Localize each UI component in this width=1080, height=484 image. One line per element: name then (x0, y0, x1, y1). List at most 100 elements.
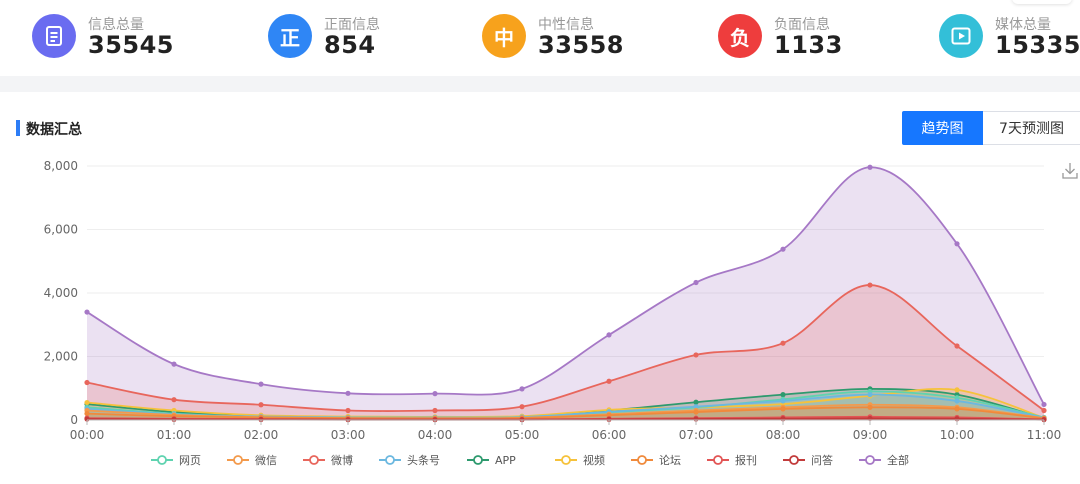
data-point[interactable] (519, 386, 525, 392)
data-point[interactable] (606, 416, 612, 422)
data-point[interactable] (1041, 401, 1047, 408)
data-point[interactable] (780, 246, 786, 252)
stat-label: 媒体总量 (995, 17, 1051, 33)
legend-item[interactable]: 报刊 (707, 453, 757, 467)
data-point[interactable] (780, 392, 786, 398)
stat-label: 正面信息 (324, 17, 380, 33)
data-point[interactable] (693, 404, 699, 410)
y-tick-label: 4,000 (44, 286, 78, 300)
data-point[interactable] (258, 402, 264, 408)
top-right-tab (1012, 0, 1072, 4)
series-area (87, 285, 1044, 420)
data-point[interactable] (171, 397, 177, 403)
legend-marker (233, 455, 243, 465)
data-point[interactable] (171, 361, 177, 367)
data-point[interactable] (693, 399, 699, 405)
series-area (87, 394, 1044, 420)
data-point[interactable] (867, 392, 873, 398)
data-point[interactable] (867, 164, 873, 170)
data-point[interactable] (84, 309, 90, 315)
view-toggle: 趋势图 7天预测图 (902, 111, 1080, 145)
data-point[interactable] (432, 407, 438, 414)
section-divider (0, 76, 1080, 92)
legend-label: 网页 (179, 454, 201, 467)
data-point[interactable] (432, 391, 438, 397)
data-point[interactable] (780, 340, 786, 346)
x-tick-label: 02:00 (244, 428, 279, 442)
stat-value: 854 (324, 31, 376, 59)
legend-item[interactable]: 网页 (151, 454, 201, 467)
data-point[interactable] (606, 332, 612, 338)
x-tick-label: 01:00 (157, 428, 192, 442)
legend-label: 全部 (887, 453, 909, 467)
legend-marker (789, 455, 799, 465)
data-point[interactable] (954, 241, 960, 247)
summary-panel: 数据汇总 趋势图 7天预测图 0 2,000 4,000 6,000 8,000 00:0… (0, 92, 1080, 484)
tab-7day-forecast[interactable]: 7天预测图 (983, 111, 1080, 145)
y-tick-label: 6,000 (44, 223, 78, 237)
series-line (86, 284, 1045, 412)
data-point[interactable] (519, 404, 525, 410)
data-point[interactable] (954, 343, 960, 349)
data-point[interactable] (780, 398, 786, 404)
legend-item[interactable]: APP (467, 454, 516, 467)
data-point[interactable] (867, 404, 873, 410)
legend-marker (473, 455, 483, 465)
x-tick-label: 06:00 (592, 428, 627, 442)
positive-icon: 正 (268, 14, 312, 58)
legend-item[interactable]: 微信 (227, 453, 277, 467)
data-point[interactable] (1041, 407, 1047, 414)
data-point[interactable] (258, 381, 264, 387)
data-point[interactable] (606, 378, 612, 384)
data-point[interactable] (171, 416, 177, 422)
legend-label: 论坛 (659, 453, 681, 467)
x-tick-label: 07:00 (679, 428, 714, 442)
x-tick-label: 11:00 (1027, 428, 1062, 442)
data-point[interactable] (954, 387, 960, 393)
play-icon (939, 14, 983, 58)
data-point[interactable] (84, 379, 90, 386)
data-point[interactable] (345, 407, 351, 414)
legend-item[interactable]: 全部 (859, 453, 909, 467)
legend-item[interactable]: 视频 (555, 453, 605, 467)
legend-item[interactable]: 问答 (783, 453, 833, 467)
data-point[interactable] (867, 282, 873, 288)
tab-trend[interactable]: 趋势图 (902, 111, 983, 145)
x-tick-label: 03:00 (331, 428, 366, 442)
legend-label: 头条号 (407, 453, 440, 467)
legend-label: 微信 (255, 453, 277, 467)
x-tick-label: 09:00 (853, 428, 888, 442)
data-point[interactable] (693, 279, 699, 286)
stat-value: 35545 (88, 31, 174, 59)
stat-value: 15335 (995, 31, 1080, 59)
y-tick-label: 2,000 (44, 350, 78, 364)
series-line (86, 406, 1045, 420)
data-point[interactable] (693, 409, 699, 415)
y-tick-label: 0 (70, 413, 78, 427)
legend-item[interactable]: 微博 (303, 453, 353, 467)
series-area (87, 388, 1044, 420)
negative-icon: 负 (718, 14, 762, 58)
legend-item[interactable]: 头条号 (379, 453, 440, 467)
data-point[interactable] (84, 399, 90, 406)
trend-chart: 0 2,000 4,000 6,000 8,000 00:00 01:00 02:00 03:0… (44, 159, 1062, 467)
legend-label: 视频 (583, 453, 605, 467)
legend-marker (385, 455, 395, 465)
stat-label: 中性信息 (538, 17, 594, 33)
data-point[interactable] (345, 390, 351, 396)
legend-marker (713, 455, 723, 465)
download-icon[interactable] (1062, 162, 1078, 180)
document-icon (32, 14, 76, 58)
stat-value: 33558 (538, 31, 624, 59)
legend-marker (637, 455, 647, 465)
data-point[interactable] (954, 406, 960, 412)
legend-item[interactable]: 论坛 (631, 453, 681, 467)
data-point[interactable] (954, 398, 960, 404)
stat-label: 信息总量 (88, 17, 144, 33)
data-point[interactable] (693, 352, 699, 358)
data-point[interactable] (84, 411, 90, 417)
x-tick-label: 05:00 (505, 428, 540, 442)
legend-marker (157, 455, 167, 465)
legend-label: 问答 (811, 453, 833, 467)
data-point[interactable] (780, 406, 786, 412)
